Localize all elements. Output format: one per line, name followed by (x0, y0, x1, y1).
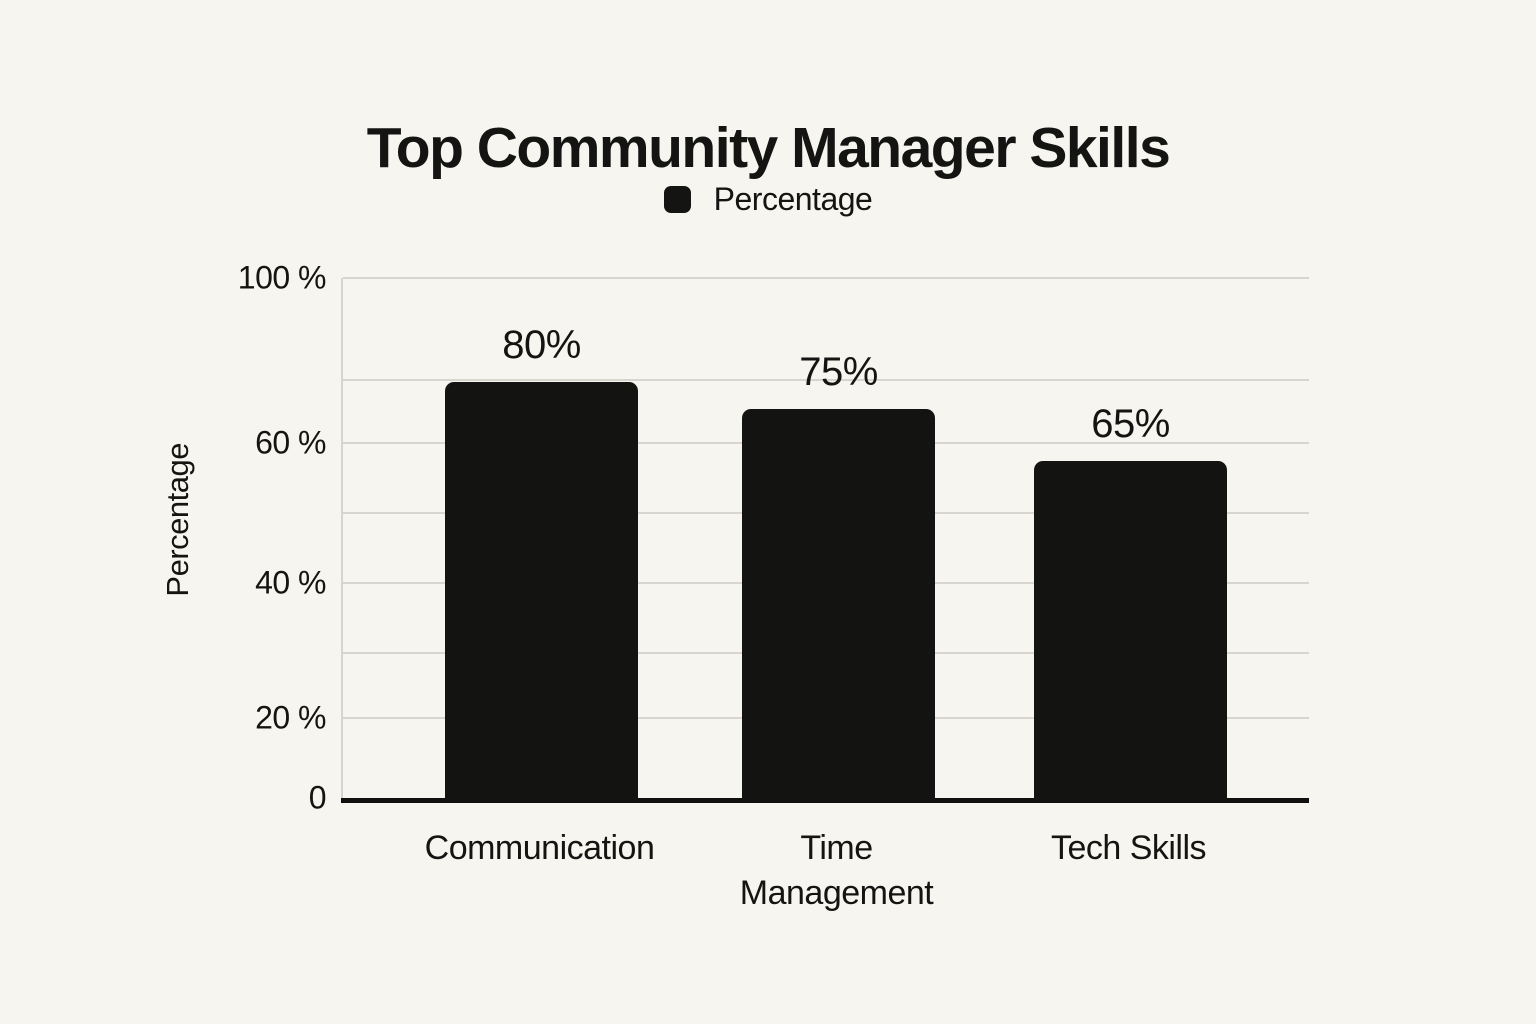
plot-area: 80% 75% 65% (341, 277, 1309, 803)
gridline (343, 277, 1309, 279)
x-tick-label: Tech Skills (1050, 829, 1207, 867)
legend-label: Percentage (713, 181, 873, 217)
y-axis-ticks: 100 % 60 % 40 % 20 % 0 (0, 260, 327, 816)
gridline (343, 378, 1309, 381)
y-tick-label: 60 % (255, 424, 326, 461)
chart-title: Top Community Manager Skills (366, 116, 1171, 181)
bar-value-label: 65% (1091, 401, 1170, 446)
y-axis-title: Percentage (160, 443, 195, 597)
bar-value-label: 80% (502, 323, 581, 368)
bar (445, 382, 638, 800)
y-tick-label: 100 % (237, 259, 327, 296)
x-axis-line (341, 798, 1309, 803)
bar (742, 408, 935, 800)
y-tick-label: 40 % (255, 564, 326, 601)
y-tick-label: 20 % (255, 699, 326, 736)
x-tick-label: Time Management (739, 829, 934, 912)
y-tick-label: 0 (308, 779, 327, 816)
x-tick-label: Communication (424, 829, 655, 867)
x-axis-labels: Communication Time Management Tech Skills (341, 826, 1307, 946)
legend: Percentage (0, 181, 1536, 218)
bar-value-label: 75% (799, 349, 878, 394)
legend-swatch-icon (663, 186, 691, 213)
bar (1034, 460, 1227, 800)
